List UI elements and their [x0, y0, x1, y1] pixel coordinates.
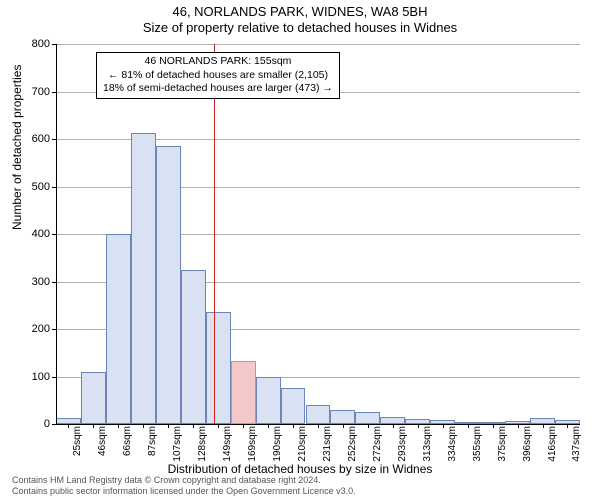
annotation-line2: ← 81% of detached houses are smaller (2,… [103, 69, 333, 83]
title-block: 46, NORLANDS PARK, WIDNES, WA8 5BH Size … [0, 0, 600, 37]
ytick-label: 200 [10, 323, 50, 335]
xtick-label: 272sqm [372, 426, 383, 462]
xtick-label: 293sqm [397, 426, 408, 462]
ytick-label: 500 [10, 181, 50, 193]
histogram-bar [256, 377, 281, 425]
xtick-label: 210sqm [297, 426, 308, 462]
histogram-bar [380, 417, 405, 424]
histogram-bar [281, 388, 306, 424]
ytick-label: 0 [10, 418, 50, 430]
xtick-label: 169sqm [247, 426, 258, 462]
xtick-label: 252sqm [347, 426, 358, 462]
histogram-bar [106, 234, 131, 424]
xtick-label: 355sqm [472, 426, 483, 462]
ytick-label: 300 [10, 276, 50, 288]
xtick-label: 313sqm [422, 426, 433, 462]
histogram-bar [131, 133, 156, 424]
histogram-bar [206, 312, 231, 424]
xtick-label: 334sqm [447, 426, 458, 462]
footer-line1: Contains HM Land Registry data © Crown c… [12, 475, 356, 486]
xtick-label: 396sqm [522, 426, 533, 462]
xtick-label: 128sqm [197, 426, 208, 462]
xtick-label: 87sqm [147, 426, 158, 456]
ytick-label: 800 [10, 38, 50, 50]
xtick-label: 190sqm [272, 426, 283, 462]
histogram-bar [330, 410, 355, 424]
histogram-bar [306, 405, 331, 424]
footer: Contains HM Land Registry data © Crown c… [12, 475, 356, 497]
histogram-bar [81, 372, 106, 424]
xtick-label: 375sqm [497, 426, 508, 462]
histogram-bar [181, 270, 206, 424]
xtick-label: 149sqm [222, 426, 233, 462]
subtitle: Size of property relative to detached ho… [0, 20, 600, 36]
xtick-label: 107sqm [172, 426, 183, 462]
y-axis-line [56, 44, 57, 424]
marker-line [214, 44, 215, 424]
ytick-label: 400 [10, 228, 50, 240]
xtick-label: 416sqm [547, 426, 558, 462]
gridline [56, 44, 580, 45]
xtick-label: 66sqm [122, 426, 133, 456]
footer-line2: Contains public sector information licen… [12, 486, 356, 497]
x-axis-line [56, 424, 580, 425]
annotation-line3: 18% of semi-detached houses are larger (… [103, 82, 333, 96]
x-axis-label: Distribution of detached houses by size … [0, 462, 600, 476]
plot-area: 010020030040050060070080025sqm46sqm66sqm… [56, 44, 580, 424]
xtick-label: 437sqm [571, 426, 582, 462]
histogram-bar [355, 412, 380, 424]
address-title: 46, NORLANDS PARK, WIDNES, WA8 5BH [0, 4, 600, 20]
xtick-label: 25sqm [72, 426, 83, 456]
annotation-line1: 46 NORLANDS PARK: 155sqm [103, 55, 333, 69]
xtick-label: 231sqm [322, 426, 333, 462]
ytick-label: 600 [10, 133, 50, 145]
ytick-label: 100 [10, 371, 50, 383]
ytick-label: 700 [10, 86, 50, 98]
histogram-bar [231, 361, 256, 424]
annotation-box: 46 NORLANDS PARK: 155sqm← 81% of detache… [96, 52, 340, 99]
histogram-bar [156, 146, 181, 424]
chart-area: 010020030040050060070080025sqm46sqm66sqm… [56, 44, 580, 424]
xtick-label: 46sqm [97, 426, 108, 456]
